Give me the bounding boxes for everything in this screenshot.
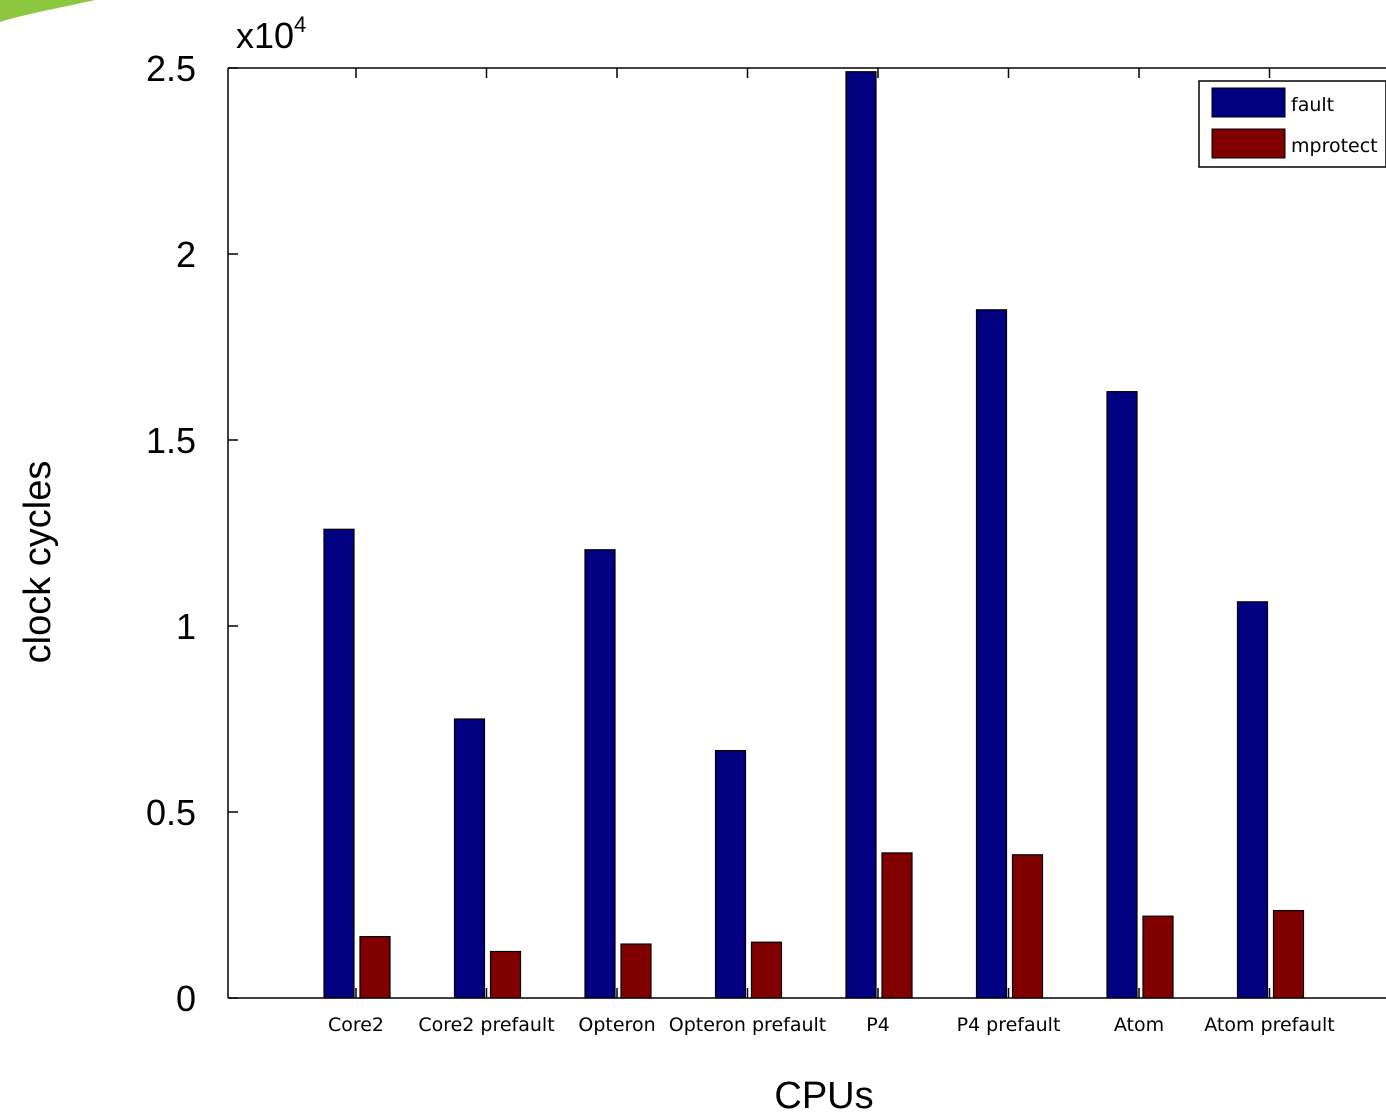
- category-label: Opteron prefault: [669, 1014, 827, 1036]
- bar-mprotect-2: [620, 943, 652, 999]
- y-tick-label: 0: [176, 978, 196, 1019]
- y-tick-label: 2: [176, 234, 196, 275]
- bar-mprotect-1: [489, 950, 522, 999]
- category-label: Opteron: [578, 1014, 655, 1036]
- bar-mprotect-7: [1272, 909, 1305, 999]
- bar-mprotect-5: [1011, 854, 1044, 999]
- y-exponent-base: x10: [236, 15, 294, 56]
- bar-fault-0: [323, 528, 355, 999]
- y-axis-title: clock cycles: [17, 461, 59, 664]
- bars: [323, 71, 1305, 999]
- legend-swatch-mprotect: [1211, 128, 1286, 159]
- legend: fault mprotect: [1198, 80, 1386, 168]
- legend-swatch-fault: [1211, 87, 1286, 118]
- y-exponent-power: 4: [294, 12, 306, 37]
- bar-mprotect-6: [1142, 915, 1174, 999]
- bar-fault-3: [714, 750, 747, 999]
- plot-area: 0 0.5 1 1.5 2 2.5 Core2 Core2 prefault Opteron O…: [146, 48, 1386, 1036]
- x-axis-title: CPUs: [774, 1075, 873, 1117]
- bar-fault-5: [975, 309, 1008, 999]
- bar-mprotect-0: [359, 936, 391, 999]
- bar-mprotect-4: [881, 852, 913, 999]
- slide-accent-swoosh: [0, 0, 95, 22]
- y-tick-label: 1.5: [146, 420, 196, 461]
- bar-fault-1: [453, 718, 486, 999]
- y-tick-label: 2.5: [146, 48, 196, 89]
- bar-fault-4: [845, 71, 877, 999]
- category-label: Core2 prefault: [418, 1014, 554, 1036]
- x-ticks: [355, 68, 1271, 998]
- bar-mprotect-3: [750, 941, 783, 999]
- category-label: Atom: [1114, 1014, 1164, 1036]
- category-label: P4: [866, 1014, 890, 1036]
- legend-label-fault: fault: [1291, 94, 1334, 116]
- category-label: Atom prefault: [1204, 1014, 1335, 1036]
- y-ticks: 0 0.5 1 1.5 2 2.5: [146, 48, 238, 1019]
- bar-fault-2: [584, 549, 616, 999]
- y-exponent-label: x104: [236, 12, 306, 56]
- category-labels: Core2 Core2 prefault Opteron Opteron prefau…: [328, 1014, 1335, 1036]
- legend-label-mprotect: mprotect: [1291, 135, 1378, 157]
- bar-fault-6: [1106, 391, 1138, 999]
- y-tick-label: 1: [176, 606, 196, 647]
- category-label: Core2: [328, 1014, 384, 1036]
- bar-fault-7: [1236, 601, 1269, 999]
- y-tick-label: 0.5: [146, 792, 196, 833]
- category-label: P4 prefault: [957, 1014, 1061, 1036]
